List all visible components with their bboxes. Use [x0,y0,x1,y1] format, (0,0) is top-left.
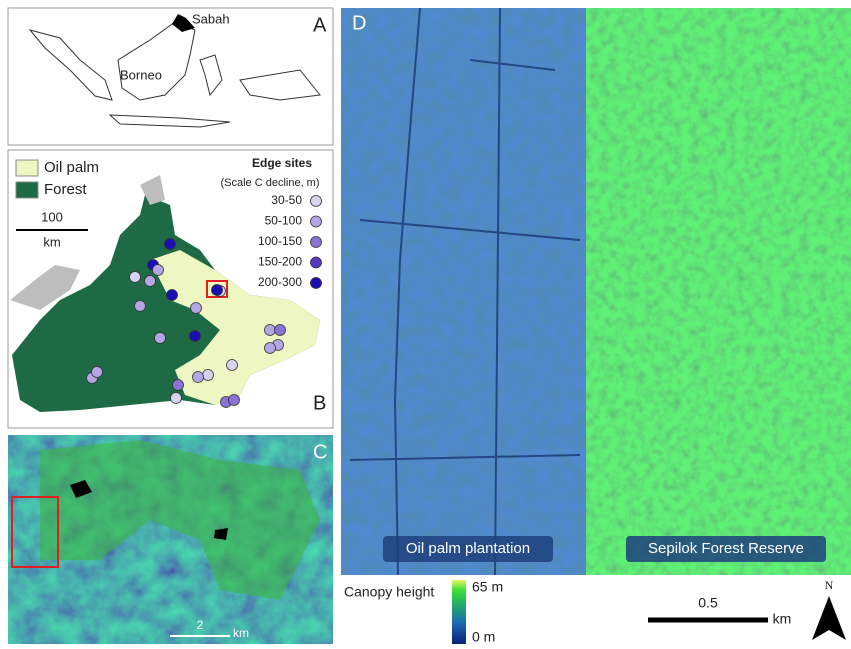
edge-site [227,360,238,371]
edge-site [173,380,184,391]
scale-value: 0.5 [698,595,718,611]
edge-site [203,370,214,381]
legend: Canopy height 65 m 0 m 0.5 km N [344,578,846,644]
scale-value: 100 [41,209,63,224]
edge-site [145,276,156,287]
edge-site [265,343,276,354]
legend-label: 50-100 [265,214,303,228]
edge-site [165,239,176,250]
edge-site [212,285,223,296]
panel-label: D [352,12,366,34]
edge-site [130,272,141,283]
scale-value: 2 [197,618,204,632]
legend-title: Edge sites [252,156,312,170]
north-label: N [825,578,834,592]
edge-site [153,265,164,276]
place-label: Borneo [120,67,162,82]
edge-site [193,372,204,383]
legend-dot [311,257,322,268]
legend-dot [311,278,322,289]
legend-dot [311,237,322,248]
panel-a: Sabah Borneo A [8,8,333,145]
legend-label: Oil palm [44,159,99,176]
panel-b: 100 km Edge sites (Scale C decline, m) B… [8,150,333,428]
scale-unit: km [233,626,249,640]
legend-label: 200-300 [258,275,302,289]
north-arrow [812,596,846,640]
legend-dot [311,216,322,227]
legend-dot [311,196,322,207]
forest-image [586,8,851,575]
plantation-image [341,8,586,575]
colorbar-title: Canopy height [344,584,434,600]
panel-c: 2 km C [8,435,333,644]
edge-site [92,367,103,378]
panel-label: A [313,14,327,36]
edge-site [265,325,276,336]
figure: Sabah Borneo A 100 km Edge sites (Scale … [0,0,851,644]
colorbar-min: 0 m [472,629,495,644]
region-label: Oil palm plantation [406,540,530,557]
region-label: Sepilok Forest Reserve [648,540,804,557]
legend-swatch [16,160,38,176]
edge-site [191,303,202,314]
edge-site [229,395,240,406]
panel-label: B [313,392,326,414]
edge-site [155,333,166,344]
edge-site [135,301,146,312]
scale-unit: km [43,234,60,249]
panel-label: C [313,441,327,463]
legend-label: 100-150 [258,234,302,248]
edge-site [171,393,182,404]
scale-unit: km [773,611,792,627]
edge-site [275,325,286,336]
legend-label: 150-200 [258,255,302,269]
edge-site [190,331,201,342]
colorbar-max: 65 m [472,579,503,595]
legend-label: Forest [44,181,87,198]
colorbar [452,580,466,644]
legend-label: 30-50 [271,193,302,207]
panel-d: Oil palm plantation Sepilok Forest Reser… [341,8,851,575]
legend-swatch [16,182,38,198]
place-label: Sabah [192,11,230,26]
edge-site [167,290,178,301]
legend-subtitle: (Scale C decline, m) [220,177,319,189]
